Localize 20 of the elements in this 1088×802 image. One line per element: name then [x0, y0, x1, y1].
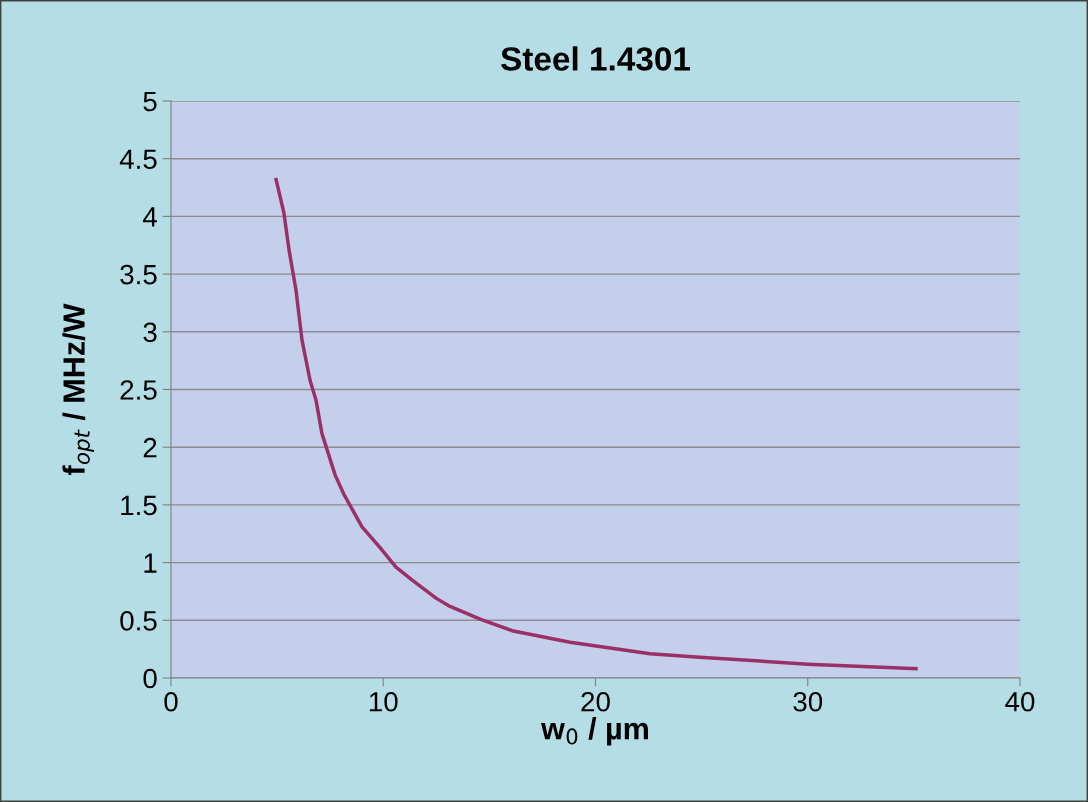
x-tick-label: 40: [1005, 691, 1035, 712]
y-tick-label: 0: [143, 668, 157, 689]
x-tick-label: 30: [793, 691, 823, 712]
line-series: [274, 177, 918, 671]
x-axis-title: w$_{0}$ / µm: [541, 717, 648, 746]
y-tick-label: 1: [144, 553, 157, 573]
y-tick-label: 4.5: [119, 149, 157, 170]
y-tick-label: 1.5: [121, 495, 157, 516]
y-tick-label: 3.5: [120, 264, 157, 285]
y-tick-label: 4: [143, 207, 157, 227]
y-tick-label: 5: [143, 91, 157, 112]
x-tick-label: 0: [164, 691, 178, 712]
y-tick-label: 2: [143, 437, 157, 458]
y-tick-label: 2.5: [120, 380, 157, 400]
x-tick-label: 10: [369, 691, 398, 712]
y-tick-label: 3: [143, 322, 157, 343]
y-tick-label: 0.5: [120, 610, 157, 631]
x-tick-label: 20: [581, 691, 610, 712]
y-axis-title: f$_{opt}$ / MHz/W: [62, 303, 95, 475]
chart-title: Steel 1.4301: [501, 46, 691, 71]
